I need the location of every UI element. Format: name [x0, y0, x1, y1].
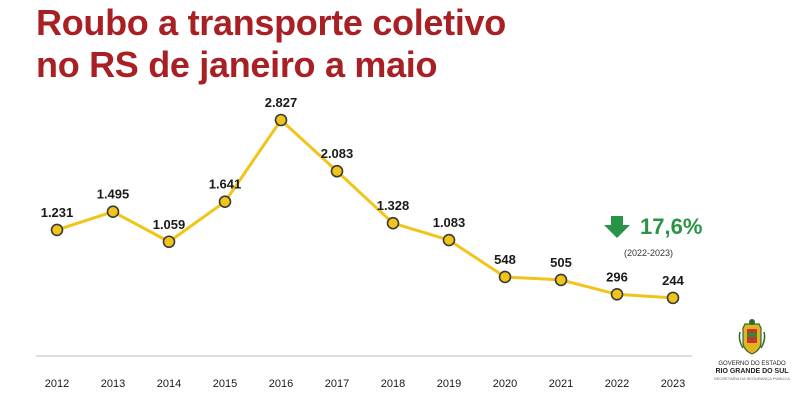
logo-text-line-1: GOVERNO DO ESTADO [718, 361, 786, 367]
data-label: 548 [494, 252, 516, 267]
coat-of-arms-icon [738, 319, 766, 355]
data-point [218, 195, 232, 208]
data-label: 1.059 [153, 217, 186, 232]
arrow-down-icon [604, 216, 630, 238]
x-tick-label: 2013 [101, 378, 125, 390]
x-tick-label: 2021 [549, 378, 573, 390]
x-tick-label: 2019 [437, 378, 461, 390]
data-point [50, 223, 64, 237]
x-tick-label: 2017 [325, 378, 349, 390]
data-label: 2.083 [321, 146, 354, 161]
x-tick-label: 2022 [605, 378, 629, 390]
x-tick-label: 2020 [493, 378, 517, 390]
data-label: 1.328 [377, 198, 410, 213]
data-label: 1.231 [41, 205, 74, 220]
page-title: Roubo a transporte coletivo no RS de jan… [36, 2, 506, 86]
x-tick-label: 2023 [661, 378, 685, 390]
data-label: 1.083 [433, 215, 466, 230]
data-point [106, 205, 120, 219]
change-value: 17,6% [640, 214, 703, 239]
data-point [498, 270, 512, 284]
title-line-1: Roubo a transporte coletivo [36, 2, 506, 43]
x-tick-label: 2016 [269, 378, 293, 390]
x-tick-label: 2018 [381, 378, 405, 390]
series-line [56, 118, 674, 300]
data-point [666, 291, 680, 305]
data-point [386, 216, 400, 230]
logo-text-line-3: SECRETARIA DA SEGURANÇA PÚBLICA [714, 376, 790, 381]
data-label: 1.495 [97, 187, 130, 202]
data-label: 244 [662, 273, 684, 288]
change-period: (2022-2023) [624, 248, 674, 258]
data-point [442, 233, 456, 247]
data-label: 2.827 [265, 95, 298, 110]
x-tick-label: 2014 [157, 378, 181, 390]
data-point [162, 235, 176, 249]
government-logo: GOVERNO DO ESTADO RIO GRANDE DO SUL SECR… [712, 318, 792, 381]
data-point [274, 113, 288, 127]
data-point [554, 273, 568, 287]
change-indicator: 17,6% [604, 214, 702, 240]
x-tick-label: 2012 [45, 378, 69, 390]
logo-text-line-2: RIO GRANDE DO SUL [715, 368, 789, 375]
data-label: 296 [606, 269, 628, 284]
title-line-2: no RS de janeiro a maio [36, 44, 438, 85]
data-label: 1.641 [209, 177, 242, 192]
x-tick-label: 2015 [213, 378, 237, 390]
data-label: 505 [550, 255, 572, 270]
data-point [330, 164, 344, 178]
data-point [610, 287, 624, 301]
